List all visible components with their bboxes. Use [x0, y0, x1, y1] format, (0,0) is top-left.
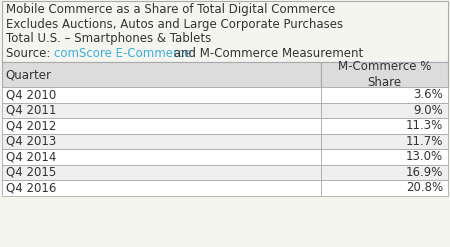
Text: 16.9%: 16.9%: [406, 166, 443, 179]
Bar: [321, 134, 448, 149]
Text: Q4 2010: Q4 2010: [6, 88, 56, 102]
Text: Source:: Source:: [6, 47, 54, 60]
Bar: [2, 103, 321, 118]
Text: Mobile Commerce as a Share of Total Digital Commerce: Mobile Commerce as a Share of Total Digi…: [6, 3, 335, 16]
Text: Excludes Auctions, Autos and Large Corporate Purchases: Excludes Auctions, Autos and Large Corpo…: [6, 18, 343, 31]
Text: comScore E-Commerce: comScore E-Commerce: [54, 47, 192, 60]
Bar: [2, 87, 321, 103]
Bar: [321, 103, 448, 118]
Bar: [321, 165, 448, 180]
Bar: [2, 149, 321, 165]
Text: Q4 2011: Q4 2011: [6, 104, 56, 117]
Bar: [321, 149, 448, 165]
Text: 20.8%: 20.8%: [406, 182, 443, 194]
Text: Total U.S. – Smartphones & Tablets: Total U.S. – Smartphones & Tablets: [6, 32, 211, 45]
Bar: [321, 87, 448, 103]
Bar: [2, 62, 321, 87]
Text: 13.0%: 13.0%: [406, 150, 443, 164]
Text: Q4 2014: Q4 2014: [6, 150, 56, 164]
Text: Quarter: Quarter: [6, 68, 52, 81]
Bar: [321, 62, 448, 87]
Bar: [2, 165, 321, 180]
Text: M-Commerce %
Share: M-Commerce % Share: [338, 60, 431, 89]
Text: Q4 2016: Q4 2016: [6, 182, 56, 194]
Bar: [2, 118, 321, 134]
Text: 3.6%: 3.6%: [414, 88, 443, 102]
Text: Q4 2012: Q4 2012: [6, 120, 56, 132]
Bar: [2, 1, 448, 62]
Text: 9.0%: 9.0%: [414, 104, 443, 117]
Text: and M-Commerce Measurement: and M-Commerce Measurement: [170, 47, 363, 60]
Bar: [321, 180, 448, 196]
Bar: [321, 118, 448, 134]
Text: Q4 2015: Q4 2015: [6, 166, 56, 179]
Bar: [2, 134, 321, 149]
Text: Q4 2013: Q4 2013: [6, 135, 56, 148]
Text: 11.3%: 11.3%: [406, 120, 443, 132]
Text: 11.7%: 11.7%: [406, 135, 443, 148]
Bar: [2, 180, 321, 196]
